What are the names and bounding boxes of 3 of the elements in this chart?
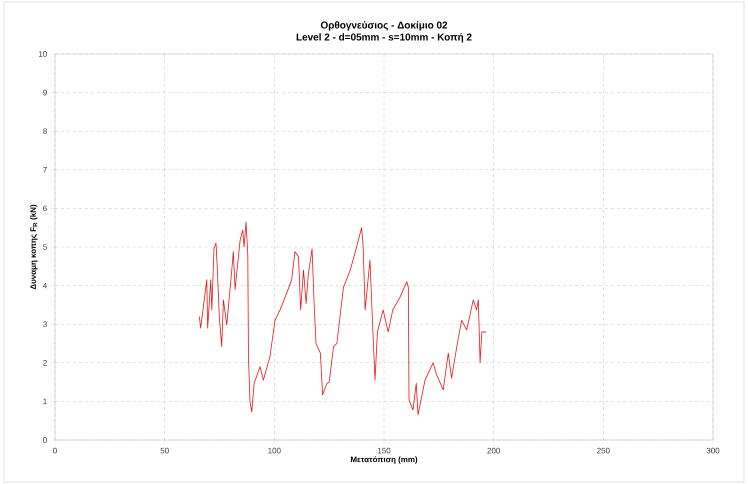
chart-subtitle: Level 2 - d=05mm - s=10mm - Κοπή 2	[296, 33, 472, 43]
chart-title: Ορθογνεύσιος - Δοκίμιο 02	[320, 21, 448, 31]
line-series	[198, 222, 486, 416]
